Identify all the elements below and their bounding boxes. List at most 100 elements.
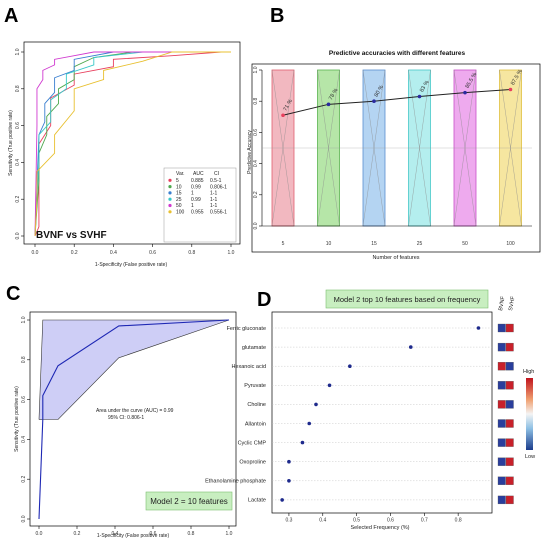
panel-c: C 0.0 0.2 0.4 0.6 0.8 1.0 0.0 0.2 0.4 0.6 0.8 1.0 A… [6, 283, 237, 539]
frequency-dot [287, 459, 291, 464]
heat-cell [497, 419, 506, 428]
panel-a-ytick-label: 1.0 [15, 48, 21, 55]
panel-b-ytick-label: 0.2 [253, 191, 259, 198]
legend-var: 25 [176, 197, 182, 203]
panel-a-ylabel: Sensitivity (True positive rate) [8, 110, 14, 176]
panel-b-ylabel: Predictive Accuracy [247, 130, 253, 174]
legend-marker [168, 191, 172, 195]
panel-a-ticks: 0.0 0.2 0.4 0.6 0.8 1.0 0.0 0.2 0.4 0.6 0.8 1.0 [15, 48, 235, 256]
heat-cell [497, 381, 506, 390]
panel-d: D Model 2 top 10 features based on frequ… [205, 289, 535, 531]
heat-cell [497, 342, 506, 352]
roc-line-100 [34, 51, 231, 237]
heat-cell [505, 419, 514, 428]
panel-c-roc [38, 319, 230, 520]
colorbar: High Low [523, 369, 535, 460]
feature-label: Hexanoic acid [231, 364, 266, 370]
panel-a-xtick-label: 0.8 [188, 250, 195, 256]
ci-lower-line [42, 319, 230, 420]
legend-auc: 0.955 [191, 210, 204, 216]
legend-ci: 0.806-1 [210, 184, 227, 190]
heat-cell [505, 495, 514, 505]
legend-marker [168, 197, 172, 201]
panel-a-legend: Var. AUC CI 5 0.885 0.5-110 0.99 0.806-115 1 1… [163, 167, 237, 243]
panel-b-xtick-label: 5 [282, 241, 285, 247]
panel-b-y-axis: 0.0 0.2 0.4 0.6 0.8 1.0 [253, 66, 263, 229]
legend-ci: 0.556-1 [210, 210, 227, 216]
panel-d-xlabel: Selected Frequency (%) [351, 525, 410, 531]
legend-marker [168, 185, 172, 189]
legend-header-auc: AUC [193, 171, 204, 177]
legend-header-var: Var. [176, 171, 185, 177]
panel-d-xtick-label: 0.4 [319, 518, 326, 524]
legend-ci: 1-1 [210, 203, 217, 209]
panel-b-letter: B [270, 5, 284, 27]
heat-cell [505, 476, 514, 485]
frequency-dot [300, 440, 305, 445]
panel-c-ytick-label: 0.2 [21, 476, 27, 483]
roc-curve [38, 319, 230, 520]
accuracy-point [508, 87, 513, 92]
heat-cell [497, 438, 506, 447]
panel-a-xtick-label: 0.0 [32, 250, 39, 256]
accuracy-label: 71 % [283, 98, 295, 112]
feature-label: Ferric gluconate [227, 326, 266, 332]
panel-c-auc-text: Area under the curve (AUC) = 0.99 [96, 408, 174, 414]
legend-var: 100 [176, 210, 185, 216]
panel-d-x-axis: 0.3 0.4 0.5 0.6 0.7 0.8 [285, 513, 462, 524]
accuracy-point [372, 99, 376, 103]
feature-label: Pyruvate [244, 383, 266, 389]
heat-col-bvnf: BVNF [498, 295, 507, 311]
panel-d-letter: D [257, 289, 271, 311]
frequency-dot [307, 421, 312, 426]
legend-marker [168, 203, 172, 208]
legend-auc: 0.99 [191, 184, 201, 190]
feature-label: glutamate [242, 345, 266, 351]
panel-c-xtick-label: 1.0 [226, 531, 233, 537]
panel-a-xtick-label: 0.4 [110, 250, 117, 256]
panel-b-xtick-label: 10 [326, 241, 332, 247]
legend-auc: 1 [191, 203, 194, 209]
panel-c-xtick-label: 0.6 [150, 531, 157, 537]
panel-d-xtick-label: 0.3 [285, 518, 292, 524]
panel-b-box [251, 63, 541, 253]
legend-header-ci: CI [214, 171, 219, 177]
panel-b-ytick-label: 0.8 [253, 98, 259, 105]
legend-auc: 0.885 [191, 178, 204, 184]
heat-cell [497, 495, 506, 505]
accuracy-label: 83 % [419, 80, 431, 94]
panel-a-ytick-label: 0.8 [15, 85, 21, 92]
panel-c-ytick-label: 0.8 [21, 356, 27, 363]
panel-a-title: BVNF vs SVHF [36, 230, 107, 241]
heat-cell [497, 457, 506, 466]
frequency-dot [287, 479, 291, 483]
panel-c-letter: C [6, 283, 20, 305]
frequency-dot [314, 402, 318, 407]
legend-auc: 0.99 [191, 197, 201, 203]
heat-cell [505, 381, 514, 390]
panel-d-box [271, 311, 493, 514]
roc-line-50 [34, 51, 231, 237]
heat-cell [497, 323, 506, 333]
panel-a-letter: A [4, 5, 18, 27]
panel-b-xlabel: Number of features [372, 255, 419, 261]
panel-c-ci-text: 95% CI: 0.806-1 [108, 415, 144, 421]
panel-d-xtick-label: 0.6 [387, 518, 394, 524]
heat-cell [505, 323, 514, 333]
panel-a-xlabel: 1-Specificity (False positive rate) [95, 262, 168, 268]
accuracy-point [281, 113, 285, 118]
panel-a-ytick-label: 0.0 [15, 232, 21, 239]
frequency-dot [476, 326, 481, 330]
panel-c-ticks: 0.0 0.2 0.4 0.6 0.8 1.0 0.0 0.2 0.4 0.6 0.8 1.0 [21, 316, 233, 537]
legend-var: 15 [176, 191, 182, 197]
panel-b-xtick-label: 25 [417, 241, 423, 247]
accuracy-point [326, 102, 331, 107]
panel-c-badge: Model 2 = 10 features [150, 497, 228, 506]
feature-label: Cyclic CMP [238, 440, 267, 446]
panel-c-ytick-label: 0.4 [21, 436, 27, 443]
legend-auc: 1 [191, 191, 194, 197]
panel-c-box [29, 311, 237, 527]
heat-cell [497, 400, 506, 409]
panel-a-ytick-label: 0.4 [15, 159, 21, 166]
panel-d-xtick-label: 0.7 [421, 518, 428, 524]
